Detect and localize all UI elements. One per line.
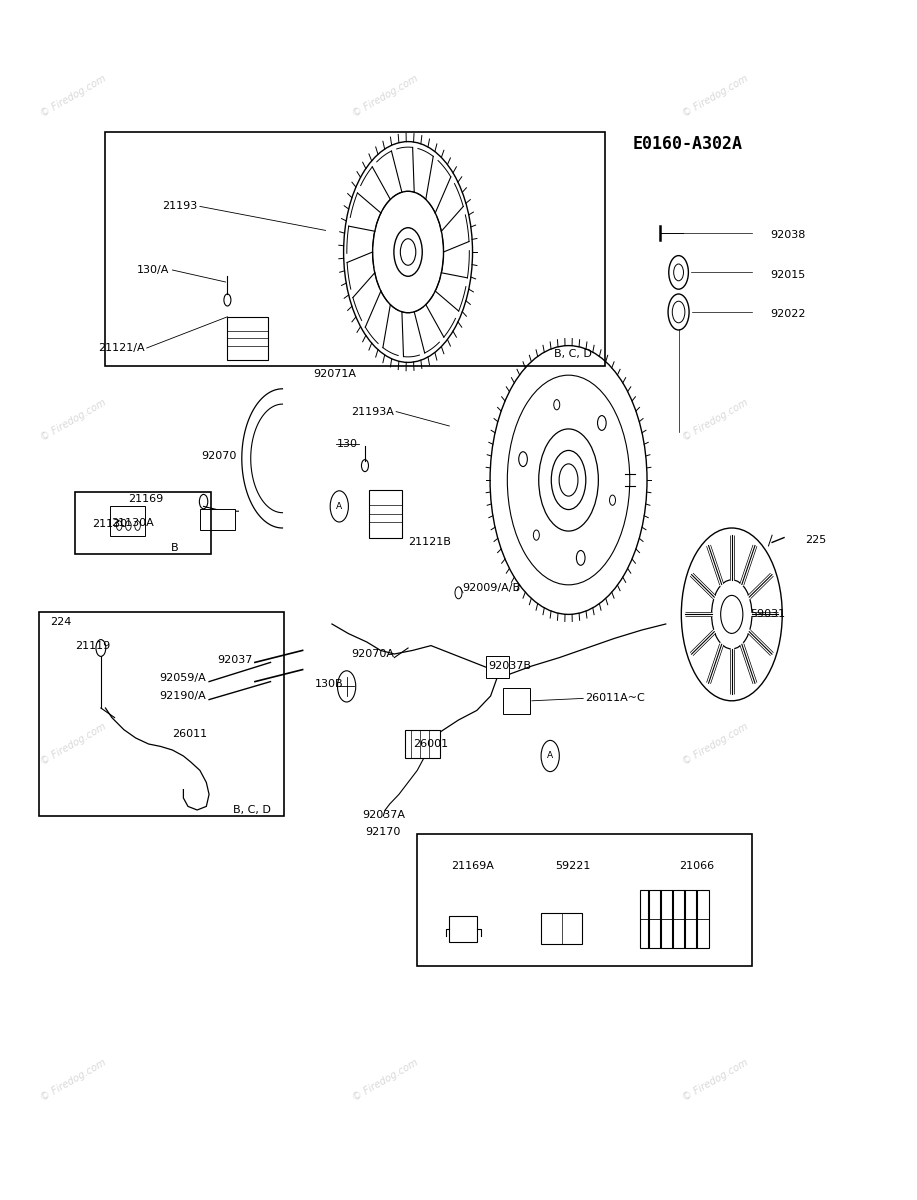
Text: © Firedog.com: © Firedog.com <box>680 73 750 119</box>
Text: © Firedog.com: © Firedog.com <box>680 397 750 443</box>
Text: 26011: 26011 <box>172 730 207 739</box>
Text: B, C, D: B, C, D <box>233 805 271 815</box>
Text: 130B: 130B <box>315 679 344 689</box>
Text: 224: 224 <box>50 617 72 626</box>
Bar <box>503 688 530 714</box>
Text: 130: 130 <box>337 439 358 449</box>
Bar <box>486 656 509 678</box>
Bar <box>110 506 145 536</box>
Text: 21169A: 21169A <box>451 862 493 871</box>
Text: © Firedog.com: © Firedog.com <box>39 1057 108 1103</box>
Bar <box>417 834 752 966</box>
Bar <box>405 730 440 758</box>
Text: 21130: 21130 <box>92 520 127 529</box>
Text: 21193A: 21193A <box>351 407 394 416</box>
Bar <box>449 916 477 942</box>
Text: 92070: 92070 <box>201 451 237 461</box>
Text: © Firedog.com: © Firedog.com <box>39 721 108 767</box>
Text: 21066: 21066 <box>679 862 714 871</box>
Text: © Firedog.com: © Firedog.com <box>39 397 108 443</box>
Bar <box>39 612 284 816</box>
Text: B, C, D: B, C, D <box>554 349 591 359</box>
Text: 21130A: 21130A <box>111 518 154 528</box>
Bar <box>75 492 211 554</box>
Text: 21193: 21193 <box>162 202 197 211</box>
Text: © Firedog.com: © Firedog.com <box>350 1057 420 1103</box>
Text: 92059/A: 92059/A <box>160 673 206 683</box>
Text: 59031: 59031 <box>750 610 785 619</box>
Text: E0160-A302A: E0160-A302A <box>633 134 743 152</box>
Text: 92070A: 92070A <box>351 649 394 659</box>
Bar <box>369 490 402 538</box>
Text: 92009/A/B: 92009/A/B <box>462 583 520 593</box>
Text: B: B <box>171 544 178 553</box>
Bar <box>640 890 709 948</box>
Text: A: A <box>337 502 342 511</box>
Text: 92037B: 92037B <box>488 661 531 671</box>
Bar <box>227 317 268 360</box>
Text: 92015: 92015 <box>770 270 805 280</box>
Text: 59221: 59221 <box>556 862 591 871</box>
Text: 92170: 92170 <box>366 827 401 836</box>
Text: © Firedog.com: © Firedog.com <box>680 721 750 767</box>
Bar <box>105 132 605 366</box>
Text: 92037A: 92037A <box>362 810 404 820</box>
Text: A: A <box>547 751 553 761</box>
Text: 92038: 92038 <box>770 230 806 240</box>
Text: 92071A: 92071A <box>314 370 356 379</box>
Bar <box>200 509 235 530</box>
Text: © Firedog.com: © Firedog.com <box>350 73 420 119</box>
Text: 21121B: 21121B <box>408 538 450 547</box>
Text: 92037: 92037 <box>216 655 252 665</box>
Text: 26011A~C: 26011A~C <box>585 694 645 703</box>
Text: 130/A: 130/A <box>138 265 170 275</box>
Bar <box>541 913 582 944</box>
Text: 21119: 21119 <box>75 641 110 650</box>
Text: 225: 225 <box>805 535 826 545</box>
Text: 92022: 92022 <box>770 310 806 319</box>
Text: © Firedog.com: © Firedog.com <box>39 73 108 119</box>
Text: 26001: 26001 <box>414 739 448 749</box>
Text: © Firedog.com: © Firedog.com <box>680 1057 750 1103</box>
Text: 21169: 21169 <box>128 494 163 504</box>
Text: 21121/A: 21121/A <box>98 343 145 353</box>
Text: 92190/A: 92190/A <box>160 691 206 701</box>
